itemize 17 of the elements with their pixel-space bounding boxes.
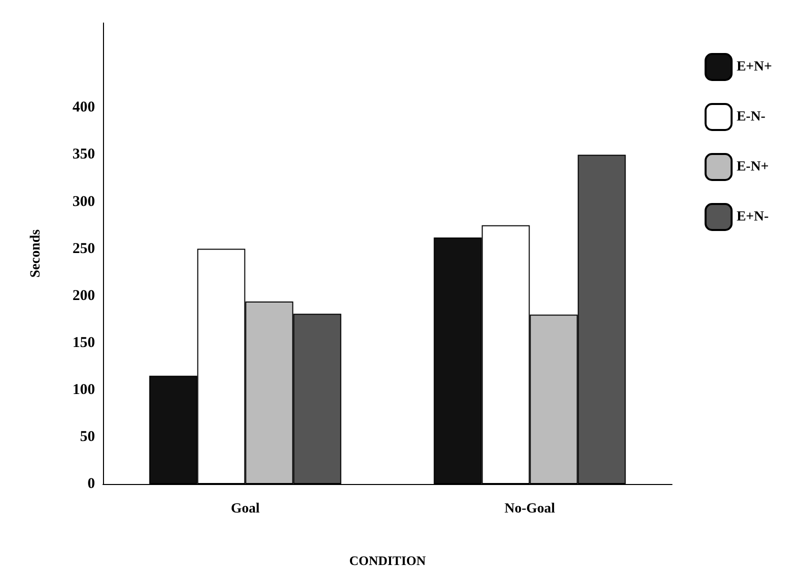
legend-label: E+N+ — [736, 60, 772, 74]
legend-label: E+N- — [736, 210, 770, 224]
y-tick-label: 50 — [80, 428, 95, 445]
x-tick-label: Goal — [230, 502, 260, 516]
legend-label: E-N+ — [736, 160, 769, 174]
legend-label: E-N- — [736, 110, 766, 124]
y-tick-label: 400 — [72, 100, 95, 116]
y-tick-label: 350 — [72, 146, 95, 163]
y-tick-label: 100 — [72, 382, 95, 398]
x-axis-title: CONDITION — [349, 553, 426, 568]
y-axis-title: Seconds — [28, 228, 44, 278]
y-tick-label: 300 — [72, 194, 95, 210]
y-tick-label: 0 — [88, 476, 95, 492]
y-tick-label: 150 — [72, 334, 95, 351]
y-tick-label: 250 — [72, 240, 95, 257]
y-tick-label: 200 — [72, 288, 95, 304]
x-tick-label: No-Goal — [504, 502, 556, 516]
